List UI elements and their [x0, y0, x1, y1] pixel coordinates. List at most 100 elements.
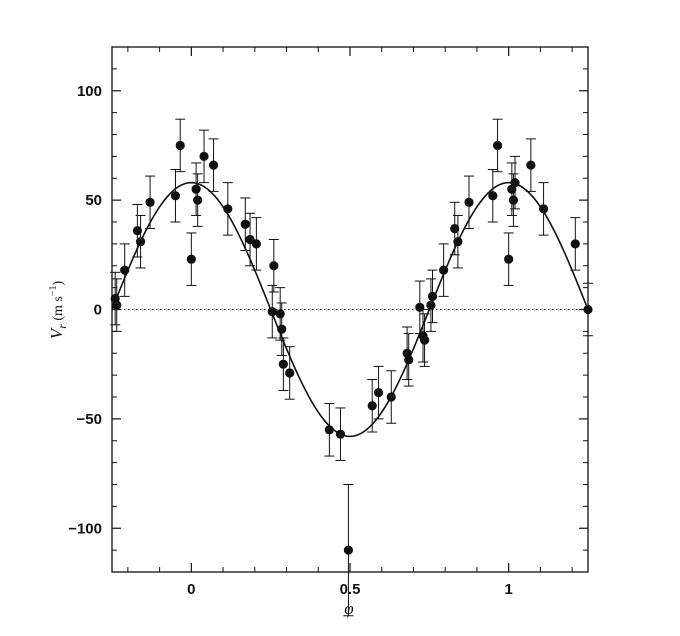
- y-tick-label: 100: [77, 83, 102, 100]
- data-point: [111, 278, 122, 332]
- data-point: [324, 403, 335, 457]
- data-point: [487, 169, 498, 223]
- point-marker: [508, 195, 519, 205]
- data-point: [267, 284, 278, 339]
- data-point: [251, 217, 262, 271]
- point-marker: [453, 237, 463, 247]
- data-point: [240, 197, 251, 251]
- data-point: [583, 282, 593, 337]
- data-point: [419, 313, 430, 367]
- data-point: [492, 118, 503, 173]
- sine-fit-curve: [111, 181, 589, 438]
- point-marker: [488, 191, 498, 201]
- point-marker: [324, 425, 334, 435]
- point-marker: [373, 388, 384, 398]
- point-marker: [170, 191, 181, 201]
- tick-labels: 0 0.5 1 −100 −50 0 50 100: [68, 83, 513, 598]
- data-point: [427, 269, 438, 324]
- data-points: [110, 118, 593, 617]
- point-marker: [426, 300, 436, 310]
- point-marker: [404, 355, 414, 365]
- point-marker: [343, 545, 354, 555]
- point-marker: [267, 307, 277, 317]
- point-marker: [175, 140, 185, 151]
- x-tick-label: 0.5: [340, 581, 361, 598]
- point-marker: [386, 392, 396, 402]
- point-marker: [132, 226, 142, 236]
- y-axis-title-main: V: [47, 326, 66, 339]
- y-axis-title-sub: r: [55, 324, 69, 329]
- data-point: [135, 214, 146, 269]
- point-marker: [510, 178, 520, 188]
- point-marker: [186, 254, 196, 264]
- data-point: [449, 201, 460, 256]
- data-point: [570, 217, 581, 271]
- point-marker: [278, 359, 288, 369]
- y-tick-label: −50: [77, 411, 102, 428]
- data-point: [191, 162, 202, 216]
- y-tick-label: −100: [68, 520, 102, 537]
- point-marker: [191, 184, 201, 194]
- point-marker: [199, 151, 209, 161]
- point-marker: [251, 239, 261, 249]
- data-point: [510, 155, 521, 210]
- data-point: [119, 243, 130, 297]
- point-marker: [538, 204, 549, 214]
- point-marker: [439, 265, 449, 275]
- data-point: [386, 370, 397, 424]
- point-marker: [112, 300, 122, 310]
- point-marker: [583, 304, 593, 315]
- y-axis-title: Vr (m s−1): [47, 280, 69, 339]
- data-point: [192, 173, 203, 227]
- data-point: [373, 365, 384, 420]
- point-marker: [193, 195, 203, 205]
- data-point: [175, 118, 186, 173]
- point-marker: [367, 401, 377, 411]
- point-marker: [492, 140, 503, 151]
- data-point: [438, 243, 449, 297]
- x-axis-title: φ: [344, 599, 353, 618]
- point-marker: [526, 160, 536, 170]
- data-point: [278, 337, 289, 391]
- point-marker: [427, 291, 438, 301]
- point-marker: [120, 265, 130, 275]
- data-point: [186, 232, 197, 286]
- data-point: [284, 346, 295, 400]
- data-point: [452, 214, 463, 269]
- data-point: [145, 175, 156, 230]
- y-axis-title-close: ): [51, 280, 66, 285]
- data-point: [425, 278, 436, 332]
- point-marker: [504, 254, 514, 264]
- data-point: [222, 182, 233, 236]
- data-point: [199, 129, 210, 184]
- point-marker: [450, 223, 460, 234]
- y-axis-title-unit: (m s: [51, 296, 66, 324]
- point-marker: [145, 197, 155, 207]
- point-marker: [135, 237, 146, 247]
- y-tick-label: 0: [94, 302, 102, 319]
- point-marker: [208, 160, 219, 170]
- data-point: [464, 175, 474, 230]
- data-point: [170, 169, 181, 223]
- point-marker: [419, 335, 430, 345]
- data-point: [276, 302, 287, 356]
- x-tick-label: 0: [187, 581, 195, 598]
- point-marker: [335, 429, 346, 439]
- data-point: [208, 138, 219, 192]
- data-point: [343, 484, 354, 617]
- x-tick-label: 1: [504, 581, 512, 598]
- data-point: [268, 239, 279, 293]
- data-point: [538, 182, 549, 236]
- point-marker: [277, 324, 287, 334]
- data-point: [367, 379, 378, 433]
- data-point: [525, 138, 536, 192]
- data-point: [335, 407, 346, 461]
- point-marker: [285, 368, 295, 378]
- y-axis-title-exp: −1: [48, 285, 59, 296]
- tick-marks: [112, 47, 588, 572]
- point-marker: [223, 204, 233, 214]
- point-marker: [275, 309, 285, 319]
- point-marker: [570, 239, 580, 249]
- data-point: [403, 333, 414, 387]
